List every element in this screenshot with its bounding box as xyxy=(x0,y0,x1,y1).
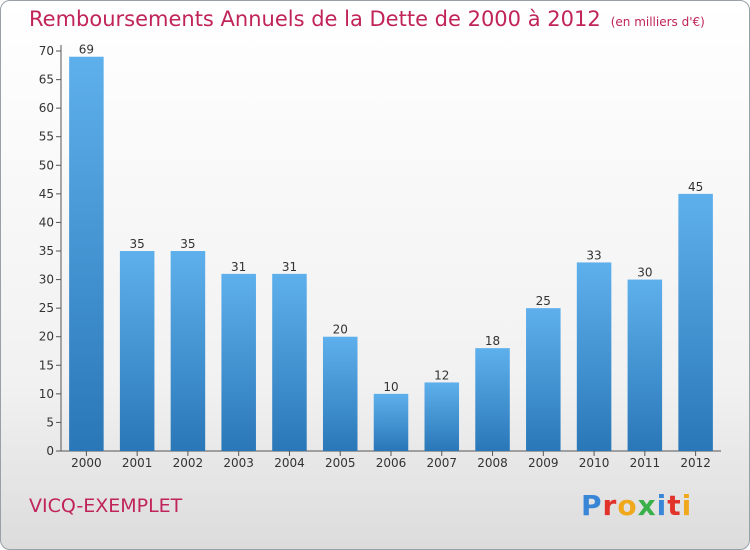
bar-value-label: 35 xyxy=(130,237,145,251)
x-tick-label: 2010 xyxy=(579,456,610,470)
chart-axes: 0 5 10 15 20 25 30 35 40 45 50 55 60 65 70 2000 2001 2002… xyxy=(39,44,721,470)
x-tick-label: 2007 xyxy=(426,456,457,470)
bar xyxy=(373,393,409,451)
bar-value-label: 30 xyxy=(637,266,652,280)
brand-letter: r xyxy=(602,489,618,522)
bar-value-label: 12 xyxy=(434,368,449,382)
x-tick-label: 2005 xyxy=(325,456,356,470)
y-tick-label: 15 xyxy=(39,358,54,372)
y-tick-label: 70 xyxy=(39,44,54,58)
y-tick-label: 65 xyxy=(39,73,54,87)
x-tick-label: 2000 xyxy=(71,456,102,470)
bar xyxy=(119,251,155,451)
bar-value-label: 25 xyxy=(536,294,551,308)
brand-letter: P xyxy=(581,489,603,522)
x-tick-label: 2001 xyxy=(122,456,153,470)
y-tick-label: 20 xyxy=(39,330,54,344)
bar xyxy=(627,279,663,451)
bar xyxy=(272,273,307,451)
x-tick-label: 2009 xyxy=(528,456,559,470)
bar xyxy=(576,262,612,451)
bar xyxy=(678,193,713,451)
x-tick-label: 2006 xyxy=(376,456,407,470)
y-tick-label: 45 xyxy=(39,187,54,201)
x-tick-label: 2012 xyxy=(680,456,711,470)
bar-value-label: 45 xyxy=(688,180,703,194)
chart-title-text: Remboursements Annuels de la Dette de 20… xyxy=(29,7,601,31)
bar xyxy=(424,382,460,451)
chart-bars: 69 35 35 31 31 20 10 12 18 25 33 30 45 xyxy=(69,43,713,451)
bar-value-label: 69 xyxy=(79,43,94,57)
y-tick-label: 50 xyxy=(39,158,54,172)
x-tick-label: 2011 xyxy=(630,456,661,470)
bar xyxy=(170,251,206,451)
brand-logo: Proxiti xyxy=(581,489,692,522)
y-tick-label: 0 xyxy=(46,444,54,458)
brand-letter: x xyxy=(637,489,657,522)
chart-unit: (en milliers d'€) xyxy=(610,15,705,29)
bar-value-label: 31 xyxy=(282,260,297,274)
bar-value-label: 18 xyxy=(485,334,500,348)
brand-letter: t xyxy=(667,489,682,522)
y-tick-label: 10 xyxy=(39,387,54,401)
x-tick-label: 2002 xyxy=(173,456,204,470)
bar xyxy=(526,308,561,451)
y-tick-label: 40 xyxy=(39,215,54,229)
y-tick-label: 5 xyxy=(46,415,54,429)
y-tick-label: 55 xyxy=(39,130,54,144)
bar xyxy=(221,273,256,451)
bar xyxy=(322,336,358,451)
brand-letter: i xyxy=(656,489,668,522)
bar-value-label: 31 xyxy=(231,260,246,274)
location-label: VICQ-EXEMPLET xyxy=(29,495,183,517)
y-tick-label: 25 xyxy=(39,301,54,315)
bar-value-label: 10 xyxy=(383,380,398,394)
brand-letter: o xyxy=(617,489,638,522)
brand-letter: i xyxy=(681,489,693,522)
y-tick-label: 60 xyxy=(39,101,54,115)
chart-title: Remboursements Annuels de la Dette de 20… xyxy=(29,7,705,31)
bar-value-label: 35 xyxy=(180,237,195,251)
bar xyxy=(69,56,104,451)
x-tick-label: 2003 xyxy=(223,456,254,470)
y-tick-label: 35 xyxy=(39,244,54,258)
bar-value-label: 33 xyxy=(586,248,601,262)
x-tick-label: 2004 xyxy=(274,456,305,470)
bar-value-label: 20 xyxy=(333,323,348,337)
bar xyxy=(475,348,510,451)
y-tick-label: 30 xyxy=(39,273,54,287)
x-tick-label: 2008 xyxy=(477,456,508,470)
